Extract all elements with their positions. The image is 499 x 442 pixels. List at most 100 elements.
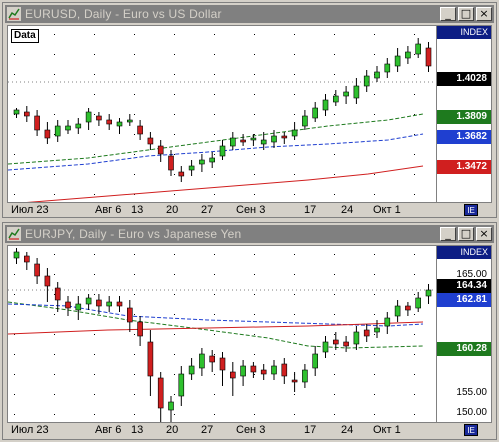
price-axis: INDEX 1.4028 1.3809 1.3682 1.3472 — [436, 25, 492, 203]
candle-body — [96, 115, 102, 121]
chart-window-eurusd: EURUSD, Daily - Euro vs US Dollar _ □ × … — [2, 2, 497, 218]
ma-green-price-label: 1.3809 — [437, 110, 491, 124]
candle-body — [405, 305, 411, 311]
index-button[interactable]: INDEX — [437, 246, 491, 259]
candle-body — [291, 129, 298, 137]
date-label: 13 — [131, 204, 144, 216]
candle-body — [199, 159, 205, 165]
ma-red-line — [26, 165, 424, 202]
candle-body — [260, 369, 267, 375]
title-bar[interactable]: EURUSD, Daily - Euro vs US Dollar _ □ × — [5, 5, 494, 23]
price-chart-area[interactable]: Data — [7, 25, 438, 203]
candle-body — [415, 43, 422, 55]
ma-green-line — [8, 301, 424, 349]
candle-body — [322, 99, 329, 111]
candle-body — [65, 301, 71, 309]
candle-body — [13, 251, 20, 259]
candle-body — [281, 363, 288, 377]
candle-body — [394, 55, 401, 67]
candle-body — [44, 129, 51, 139]
candle-body — [157, 145, 164, 155]
candle-body — [178, 373, 185, 397]
candle-body — [322, 341, 329, 353]
minimize-button[interactable]: _ — [440, 7, 456, 21]
candle-body — [240, 139, 246, 143]
candle-body — [106, 119, 112, 125]
candle-body — [219, 145, 226, 157]
ma-green-price-label: 160.28 — [437, 342, 491, 356]
close-button[interactable]: × — [476, 7, 492, 21]
candle-body — [54, 125, 61, 137]
candle-body — [363, 75, 370, 87]
chart-app-icon — [7, 227, 21, 241]
candle-body — [199, 353, 205, 369]
candle-body — [168, 155, 174, 171]
ma-blue-price-label: 1.3682 — [437, 130, 491, 144]
candle-body — [374, 327, 380, 333]
candle-body — [188, 365, 195, 375]
ie-icon[interactable]: IE — [464, 424, 478, 436]
candle-body — [127, 119, 133, 123]
close-button[interactable]: × — [476, 227, 492, 241]
window-title: EURJPY, Daily - Euro vs Japanese Yen — [25, 227, 242, 241]
axis-tick-label: 155.00 — [456, 387, 487, 398]
candle-body — [209, 355, 215, 363]
candle-body — [240, 365, 246, 377]
price-chart-area[interactable] — [7, 245, 438, 423]
date-axis: Июл 23 Авг 6 13 20 27 Сен 3 17 24 Окт 1 — [7, 424, 438, 438]
ma-blue-price-label: 162.81 — [437, 293, 491, 307]
ma-red-price-label: 1.3472 — [437, 160, 491, 174]
index-button[interactable]: INDEX — [437, 26, 491, 39]
ie-icon[interactable]: IE — [464, 204, 478, 216]
restore-button[interactable]: □ — [458, 7, 474, 21]
candle-body — [343, 91, 349, 97]
candle-body — [374, 71, 380, 79]
window-title: EURUSD, Daily - Euro vs US Dollar — [25, 7, 222, 21]
chart-app-icon — [7, 7, 21, 21]
restore-button[interactable]: □ — [458, 227, 474, 241]
date-label: Авг 6 — [95, 424, 122, 436]
candle-body — [75, 303, 82, 311]
candle-body — [230, 371, 236, 379]
candle-body — [332, 95, 339, 103]
candle-body — [312, 353, 319, 369]
candle-body — [250, 137, 257, 141]
ma-red-line — [8, 321, 424, 335]
price-axis: INDEX 165.00 164.34 162.81 160.28 155.00… — [436, 245, 492, 423]
candle-body — [178, 171, 185, 177]
date-label: 24 — [341, 204, 354, 216]
candle-body — [291, 379, 298, 383]
candle-body — [343, 341, 349, 347]
candle-body — [116, 301, 123, 307]
axis-tick-label: 165.00 — [456, 269, 487, 280]
candle-body — [116, 121, 123, 127]
candle-body — [405, 51, 411, 59]
candle-body — [425, 47, 432, 67]
candle-body — [44, 275, 51, 287]
candle-body — [85, 297, 92, 305]
candle-body — [260, 139, 267, 145]
date-label: 17 — [304, 204, 317, 216]
candle-body — [302, 115, 308, 127]
ma-green-line — [8, 113, 424, 165]
candle-body — [23, 255, 30, 263]
candle-body — [384, 317, 391, 327]
title-bar[interactable]: EURJPY, Daily - Euro vs Japanese Yen _ □… — [5, 225, 494, 243]
candle-body — [394, 305, 401, 317]
candle-body — [271, 135, 277, 143]
candle-body — [85, 111, 92, 123]
current-price-label: 164.34 — [437, 279, 491, 293]
candle-body — [219, 357, 226, 371]
minimize-button[interactable]: _ — [440, 227, 456, 241]
date-label: Сен 3 — [236, 204, 266, 216]
candle-body — [137, 321, 143, 337]
date-label: Июл 23 — [11, 204, 49, 216]
candle-body — [168, 401, 174, 411]
candle-body — [147, 341, 154, 377]
candle-body — [353, 85, 360, 99]
candle-body — [106, 301, 112, 307]
candlestick-chart — [8, 248, 437, 422]
date-label: 20 — [166, 424, 179, 436]
candle-body — [23, 111, 30, 117]
candle-body — [332, 339, 339, 345]
